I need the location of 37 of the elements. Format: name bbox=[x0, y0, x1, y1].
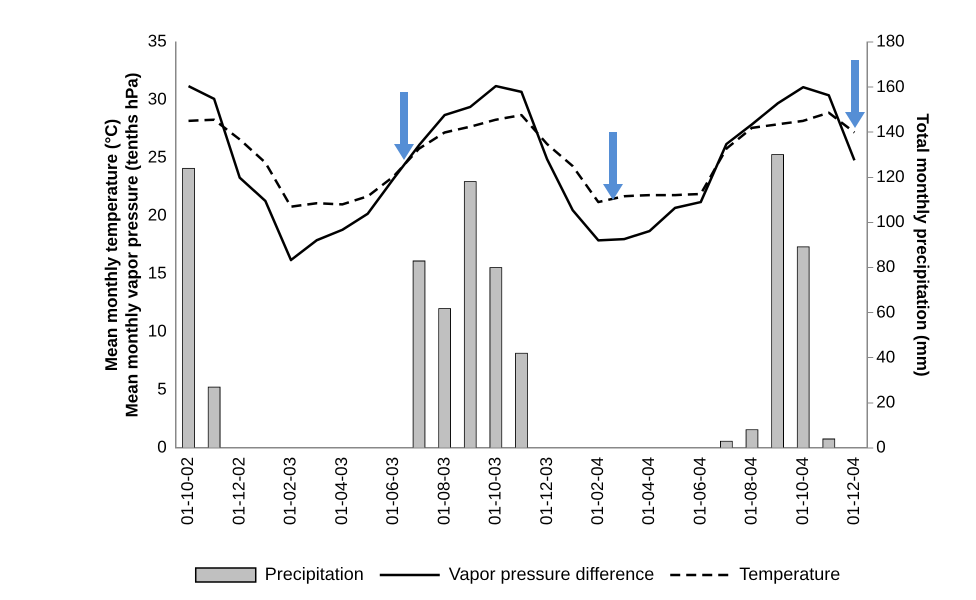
x-tick-label: 01-02-03 bbox=[280, 456, 300, 526]
y2-tick-label: 20 bbox=[876, 392, 896, 412]
legend-label: Temperature bbox=[739, 564, 840, 584]
y2-tick-label: 100 bbox=[876, 212, 905, 232]
y2-tick-label: 140 bbox=[876, 122, 905, 141]
legend-label: Precipitation bbox=[264, 564, 364, 584]
x-tick-label: 01-12-02 bbox=[229, 456, 248, 526]
y2-axis-title: Total monthly precipitation (mm) bbox=[913, 113, 932, 377]
y-tick-label: 5 bbox=[157, 380, 167, 399]
legend-label: Vapor pressure difference bbox=[448, 564, 654, 584]
x-tick-label: 01-10-04 bbox=[792, 456, 812, 526]
y-axis-title: Mean monthly temperature (°C) Mean monthly vapor pressure (tenths hPa) bbox=[102, 72, 142, 418]
x-tick-label: 01-08-04 bbox=[742, 456, 761, 526]
x-tick-label: 01-12-04 bbox=[844, 456, 864, 526]
x-tick-label: 01-04-03 bbox=[332, 456, 351, 526]
x-tick-label: 01-04-04 bbox=[639, 456, 658, 526]
y-tick-label: 0 bbox=[157, 438, 167, 457]
x-tick-label: 01-02-04 bbox=[588, 456, 607, 526]
y2-tick-label: 60 bbox=[876, 302, 896, 322]
x-tick-label: 01-10-03 bbox=[486, 456, 505, 526]
y2-tick-label: 0 bbox=[876, 438, 886, 457]
y2-tick-label: 180 bbox=[876, 32, 905, 51]
y-tick-label: 10 bbox=[148, 322, 167, 341]
y-tick-label: 15 bbox=[148, 264, 167, 283]
x-tick-label: 01-06-04 bbox=[690, 456, 710, 526]
x-tick-label: 01-10-02 bbox=[178, 456, 198, 526]
y-tick-label: 20 bbox=[148, 206, 167, 225]
y2-tick-label: 120 bbox=[876, 167, 905, 186]
y-tick-label: 30 bbox=[148, 90, 167, 109]
y2-tick-label: 40 bbox=[876, 347, 896, 366]
x-tick-label: 01-06-03 bbox=[383, 456, 402, 526]
x-tick-label: 01-08-03 bbox=[434, 456, 454, 526]
y-tick-label: 35 bbox=[148, 32, 167, 51]
y-tick-label: 25 bbox=[148, 148, 167, 167]
y2-tick-label: 80 bbox=[876, 257, 896, 276]
x-tick-label: 01-12-03 bbox=[536, 456, 556, 526]
y2-tick-label: 160 bbox=[876, 76, 905, 96]
